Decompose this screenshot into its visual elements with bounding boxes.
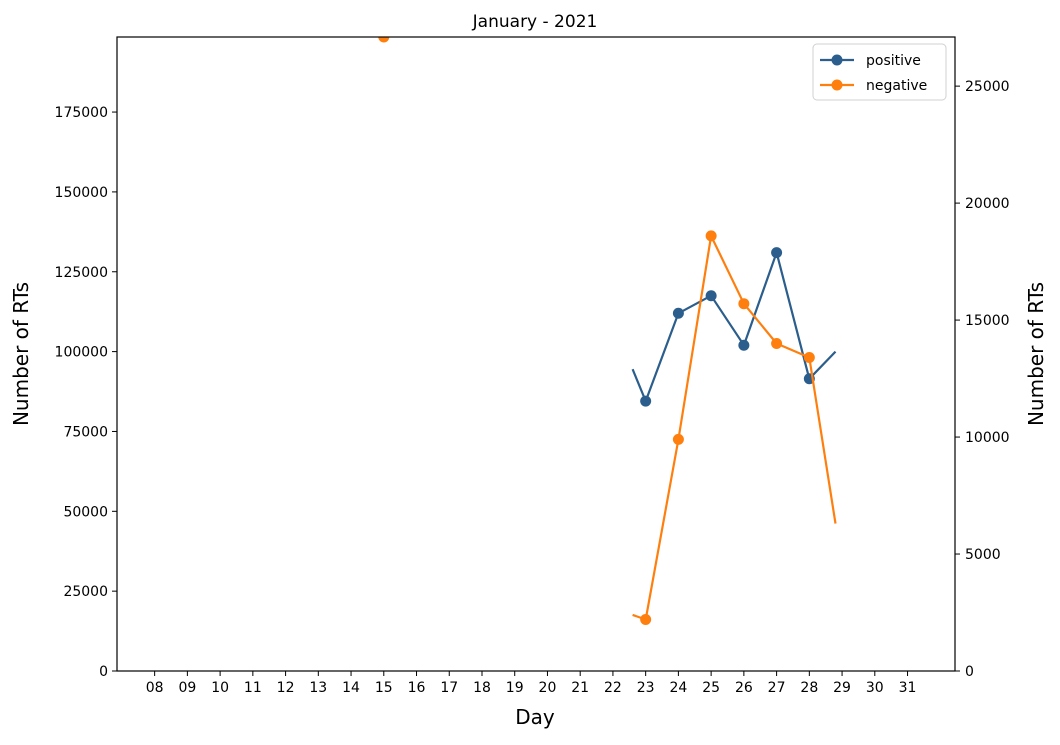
data-point-positive <box>738 339 750 351</box>
y-right-tick-label: 25000 <box>965 79 1010 95</box>
data-point-positive <box>771 247 783 259</box>
x-tick-label: 21 <box>571 680 589 696</box>
chart-title: January - 2021 <box>472 12 598 32</box>
data-point-negative <box>771 337 783 349</box>
data-point-negative <box>705 230 717 242</box>
data-point-negative <box>803 352 815 364</box>
x-tick-label: 28 <box>800 680 818 696</box>
legend-marker-negative <box>831 79 843 91</box>
x-tick-label: 24 <box>669 680 687 696</box>
data-point-positive <box>640 395 652 407</box>
y-left-tick-label: 125000 <box>55 265 108 281</box>
x-tick-label: 12 <box>277 680 295 696</box>
legend-marker-positive <box>831 54 843 66</box>
x-tick-label: 14 <box>342 680 360 696</box>
x-tick-label: 08 <box>146 680 164 696</box>
x-tick-label: 18 <box>473 680 491 696</box>
legend-label-negative: negative <box>866 78 927 94</box>
y-right-tick-label: 0 <box>965 664 974 680</box>
x-tick-label: 17 <box>440 680 458 696</box>
y-left-tick-label: 50000 <box>63 504 108 520</box>
data-point-negative <box>640 614 652 626</box>
x-tick-label: 25 <box>702 680 720 696</box>
x-tick-label: 23 <box>637 680 655 696</box>
y-left-tick-label: 150000 <box>55 185 108 201</box>
data-point-negative <box>672 433 684 445</box>
legend-label-positive: positive <box>866 53 921 69</box>
x-tick-label: 15 <box>375 680 393 696</box>
legend: positive negative <box>812 43 947 101</box>
x-tick-label: 10 <box>211 680 229 696</box>
x-axis-label: Day <box>515 705 555 729</box>
x-tick-label: 29 <box>833 680 851 696</box>
x-tick-label: 27 <box>768 680 786 696</box>
annotation-point-negative <box>378 37 390 43</box>
plot-frame <box>116 36 956 672</box>
x-tick-label: 20 <box>539 680 557 696</box>
y-axis-right-label: Number of RTs <box>1024 282 1048 426</box>
x-tick-label: 19 <box>506 680 524 696</box>
x-tick-label: 31 <box>899 680 917 696</box>
y-left-tick-label: 25000 <box>63 584 108 600</box>
series-line-negative <box>632 234 837 621</box>
x-tick-label: 30 <box>866 680 884 696</box>
x-tick-label: 13 <box>309 680 327 696</box>
axis-ticks: 08 09 10 11 12 13 14 15 16 17 18 19 20 21 22 23 24 25 26 27… <box>55 79 1010 696</box>
y-right-tick-label: 5000 <box>965 547 1001 563</box>
data-point-negative <box>738 298 750 310</box>
y-right-tick-label: 15000 <box>965 313 1010 329</box>
x-tick-label: 11 <box>244 680 262 696</box>
y-left-tick-label: 0 <box>99 664 108 680</box>
x-tick-label: 26 <box>735 680 753 696</box>
y-left-tick-label: 75000 <box>63 424 108 440</box>
x-tick-label: 16 <box>408 680 426 696</box>
data-point-positive <box>672 307 684 319</box>
y-right-tick-label: 10000 <box>965 430 1010 446</box>
data-point-positive <box>705 290 717 302</box>
x-tick-label: 22 <box>604 680 622 696</box>
x-tick-label: 09 <box>178 680 196 696</box>
y-left-tick-label: 100000 <box>55 345 108 361</box>
y-left-tick-label: 175000 <box>55 105 108 121</box>
y-right-tick-label: 20000 <box>965 196 1010 212</box>
y-axis-left-label: Number of RTs <box>9 282 33 426</box>
plot-content <box>378 37 837 626</box>
